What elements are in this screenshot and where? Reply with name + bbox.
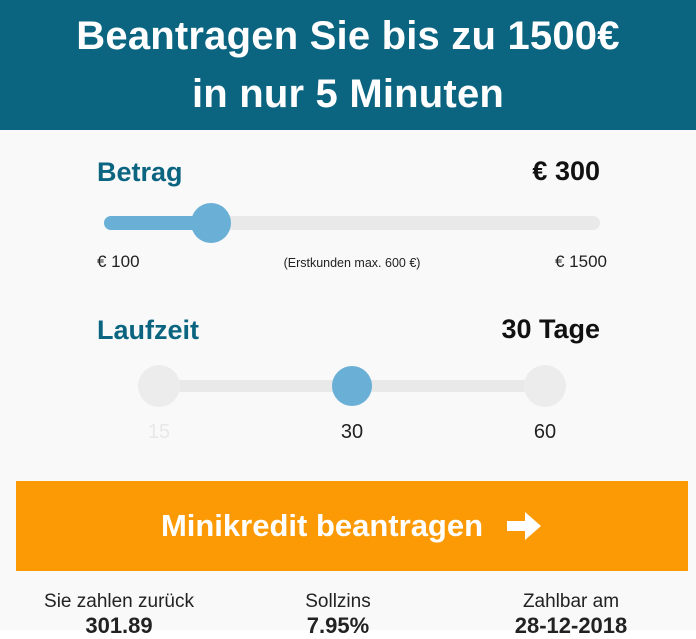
amount-label: Betrag	[97, 157, 183, 187]
term-stop-15	[138, 365, 180, 407]
term-stop-label-60[interactable]: 60	[533, 421, 557, 443]
first-customer-note: (Erstkunden max. 600 €)	[283, 256, 421, 270]
amount-value: € 300	[532, 156, 600, 186]
repay-label: Sie zahlen zurück	[44, 591, 194, 612]
apply-minicredit-button[interactable]: Minikredit beantragen	[16, 481, 688, 571]
interest-rate-label: Sollzins	[305, 591, 371, 612]
due-date-value: 28-12-2018	[514, 613, 628, 638]
term-stop-label-30[interactable]: 30	[340, 421, 364, 443]
due-date-label: Zahlbar am	[522, 591, 620, 612]
amount-slider-handle[interactable]	[190, 203, 231, 243]
term-stop-60[interactable]	[524, 365, 566, 407]
term-stop-label-15: 15	[147, 421, 171, 443]
term-label: Laufzeit	[97, 315, 200, 345]
amount-max-label: € 1500	[555, 252, 607, 271]
term-value: 30 Tage	[501, 314, 600, 344]
interest-rate-value: 7.95%	[306, 613, 370, 638]
header-title-line-1: Beantragen Sie bis zu 1500€	[76, 14, 620, 58]
amount-slider-fill	[104, 216, 211, 230]
amount-min-label: € 100	[97, 252, 140, 271]
header-title-line-2: in nur 5 Minuten	[191, 72, 505, 116]
arrow-right-icon	[507, 512, 542, 540]
amount-slider-track[interactable]	[104, 216, 600, 230]
term-slider-handle[interactable]	[332, 366, 372, 406]
repay-value: 301.89	[85, 613, 153, 638]
apply-button-label: Minikredit beantragen	[160, 508, 484, 543]
header-banner: Beantragen Sie bis zu 1500€ in nur 5 Min…	[0, 0, 696, 130]
